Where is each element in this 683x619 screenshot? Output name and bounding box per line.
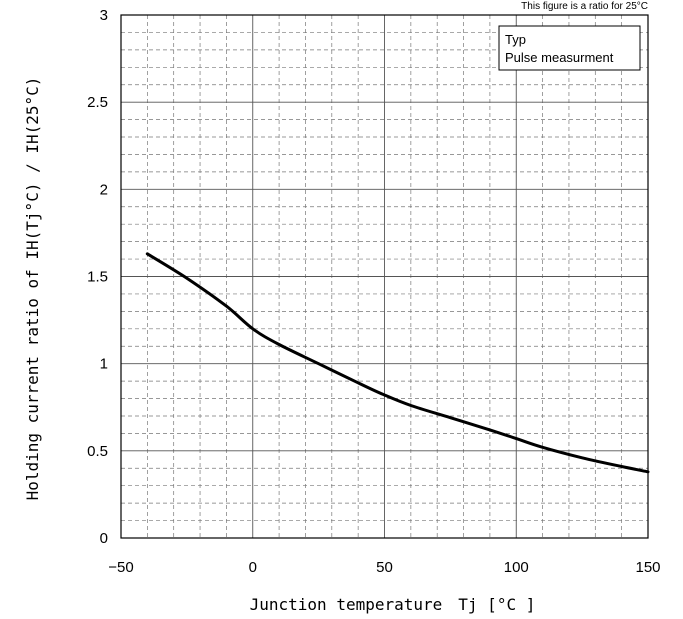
x-tick-label: −50 xyxy=(108,559,133,576)
x-axis-title: Junction temperature Tj [°C ] xyxy=(250,595,536,614)
plot-frame xyxy=(120,14,649,539)
y-tick-label: 2.5 xyxy=(87,94,108,111)
holding-current-ratio-line xyxy=(145,252,650,474)
legend-box xyxy=(498,25,641,71)
x-tick-label: 150 xyxy=(635,559,660,576)
series-layer xyxy=(145,252,650,474)
y-axis-title: Holding current ratio of IH(Tj°C) / IH(2… xyxy=(23,77,42,501)
x-tick-label: 50 xyxy=(376,559,393,576)
y-tick-label: 1.5 xyxy=(87,269,108,286)
legend: Typ Pulse measurment xyxy=(498,25,641,71)
y-tick-label: 3 xyxy=(100,7,108,24)
x-tick-label: 100 xyxy=(504,559,529,576)
major-grid xyxy=(121,15,648,538)
y-tick-label: 0.5 xyxy=(87,443,108,460)
y-tick-label: 1 xyxy=(100,356,108,373)
y-tick-label: 0 xyxy=(100,530,108,547)
ratio-note: This figure is a ratio for 25°C xyxy=(521,1,648,12)
y-tick-labels: 0 0.5 1 1.5 2 2.5 3 xyxy=(87,7,108,547)
y-tick-label: 2 xyxy=(100,181,108,198)
x-tick-labels: −50 0 50 100 150 xyxy=(108,559,660,576)
legend-line-typ: Typ xyxy=(505,32,526,47)
legend-line-pulse-measurement: Pulse measurment xyxy=(505,50,614,65)
x-tick-label: 0 xyxy=(249,559,257,576)
